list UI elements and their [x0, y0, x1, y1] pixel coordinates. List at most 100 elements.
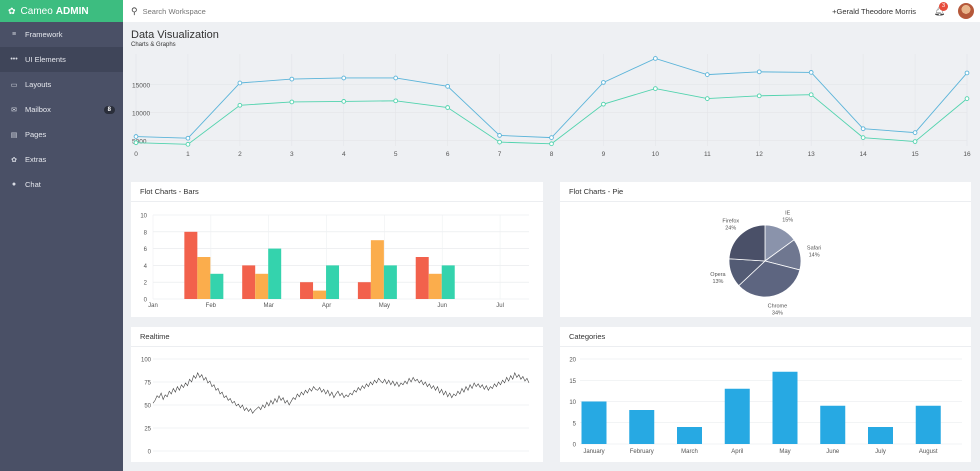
brand[interactable]: ✿ Cameo ADMIN — [0, 0, 123, 22]
data-point — [601, 80, 606, 85]
data-point — [289, 76, 295, 82]
x-tick-label: March — [681, 449, 698, 455]
sidebar-item-label: Extras — [25, 155, 47, 164]
data-point — [341, 75, 347, 81]
slice-label: Opera — [710, 272, 726, 278]
pie-slice-firefox — [728, 224, 766, 262]
bar — [197, 257, 211, 299]
bar — [428, 273, 442, 299]
sidebar-item-layouts[interactable]: ▭ Layouts — [0, 72, 123, 97]
x-tick-label: July — [875, 449, 886, 455]
bar — [415, 257, 429, 299]
page-subtitle: Charts & Graphs — [131, 42, 176, 48]
bar — [581, 401, 607, 444]
data-point — [912, 139, 918, 144]
sidebar-item-label: Layouts — [25, 80, 52, 89]
categories-chart: 0 5 10 15 20 January February March April May June… — [569, 358, 962, 455]
pie-panel: Flot Charts - Pie IE 15% Safari 14% Chrome 34… — [560, 182, 971, 317]
x-tick-label: 6 — [446, 151, 450, 158]
bar — [820, 405, 846, 444]
dots-icon: ••• — [10, 56, 18, 63]
sidebar-item-label: Pages — [25, 130, 47, 139]
slice-percent: 34% — [772, 310, 783, 316]
avatar[interactable] — [958, 3, 974, 19]
layers-icon: ≡ — [11, 31, 17, 38]
data-point — [497, 139, 502, 145]
data-point — [860, 126, 866, 132]
realtime-line — [152, 371, 530, 414]
data-point — [289, 99, 295, 105]
x-tick-label: Jan — [148, 303, 158, 309]
slice-label: Safari — [807, 246, 821, 252]
search-input[interactable] — [142, 6, 343, 16]
y-tick-label: 25 — [144, 427, 151, 433]
data-point — [237, 80, 243, 86]
mailbox-count-badge: 8 — [103, 105, 115, 114]
sidebar-item-extras[interactable]: ✿ Extras — [0, 147, 123, 172]
x-tick-label: May — [779, 449, 790, 455]
sidebar-item-framework[interactable]: ≡ Framework — [0, 22, 123, 47]
panel-title: Categories — [560, 327, 971, 347]
x-tick-label: 10 — [652, 151, 660, 158]
x-tick-label: 7 — [498, 151, 502, 158]
realtime-panel: Realtime 0 25 50 75 100 — [131, 327, 543, 462]
slice-percent: 15% — [782, 217, 793, 223]
data-point — [393, 75, 399, 81]
x-tick-label: 9 — [602, 151, 606, 158]
x-tick-label: Apr — [322, 303, 331, 309]
data-point — [704, 72, 710, 77]
data-point — [549, 135, 554, 140]
x-tick-label: Jun — [437, 303, 447, 309]
brand-name: Cameo — [20, 5, 53, 17]
panel-title: Realtime — [131, 327, 543, 347]
y-tick-label: 10 — [569, 400, 576, 406]
sidebar-item-ui-elements[interactable]: ••• UI Elements — [0, 47, 123, 72]
x-tick-label: 1 — [186, 151, 190, 158]
bar — [868, 427, 893, 444]
search-icon[interactable]: ⚲ — [131, 5, 138, 16]
y-tick-label: 0 — [144, 298, 148, 304]
bar — [242, 265, 256, 299]
bar — [383, 265, 397, 299]
data-point — [445, 105, 450, 110]
bar — [441, 265, 455, 299]
x-tick-label: Mar — [264, 303, 274, 309]
x-tick-label: 12 — [756, 151, 764, 158]
y-tick-label: 6 — [144, 247, 148, 253]
data-point — [860, 135, 866, 140]
y-tick-label: 50 — [144, 404, 151, 410]
bar — [370, 240, 384, 299]
x-tick-label: 16 — [963, 151, 971, 158]
x-tick-label: 8 — [550, 151, 554, 158]
y-tick-label: 10 — [140, 214, 147, 220]
y-tick-label: 20 — [569, 358, 576, 364]
sidebar-item-chat[interactable]: ● Chat — [0, 172, 123, 197]
bar — [326, 265, 340, 299]
layout-icon: ▭ — [10, 81, 18, 89]
y-tick-label: 8 — [144, 230, 148, 236]
sidebar-item-label: Mailbox — [25, 105, 51, 114]
data-point — [756, 93, 762, 99]
categories-panel: Categories 0 5 10 15 20 January February March A… — [560, 327, 971, 462]
sidebar-item-pages[interactable]: ▤ Pages — [0, 122, 123, 147]
user-name[interactable]: +Gerald Theodore Morris — [832, 6, 916, 16]
y-tick-label: 15000 — [132, 83, 150, 90]
x-tick-label: April — [731, 449, 743, 455]
bar — [268, 248, 282, 299]
sidebar-item-mailbox[interactable]: ✉ Mailbox 8 — [0, 97, 123, 122]
x-tick-label: August — [919, 449, 938, 455]
x-tick-label: 0 — [134, 151, 138, 158]
slice-percent: 24% — [725, 226, 736, 232]
page-title: Data Visualization — [131, 29, 219, 41]
data-point — [237, 102, 243, 108]
bars-panel: Flot Charts - Bars 0 2 4 6 8 10 Jan Feb Mar Apr Ma… — [131, 182, 543, 317]
bar — [915, 405, 941, 444]
leaf-icon: ✿ — [8, 5, 16, 16]
y-tick-label: 5000 — [132, 138, 147, 145]
y-tick-label: 10000 — [132, 111, 150, 118]
sidebar-menu: ≡ Framework ••• UI Elements ▭ Layouts ✉ Mailbox… — [0, 22, 123, 197]
bar — [300, 282, 314, 299]
y-tick-label: 75 — [144, 381, 151, 387]
bell-icon[interactable]: 🔔︎ — [933, 6, 945, 16]
